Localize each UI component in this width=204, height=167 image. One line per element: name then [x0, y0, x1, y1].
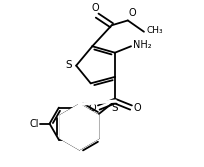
Text: O: O: [89, 103, 96, 113]
Text: O: O: [129, 8, 136, 18]
Text: Cl: Cl: [29, 119, 39, 129]
Polygon shape: [60, 104, 99, 149]
Text: S: S: [112, 103, 118, 113]
Text: O: O: [92, 3, 99, 13]
Text: CH₃: CH₃: [146, 26, 163, 35]
Text: S: S: [65, 60, 72, 70]
Text: O: O: [133, 103, 141, 113]
Text: NH₂: NH₂: [133, 40, 152, 50]
